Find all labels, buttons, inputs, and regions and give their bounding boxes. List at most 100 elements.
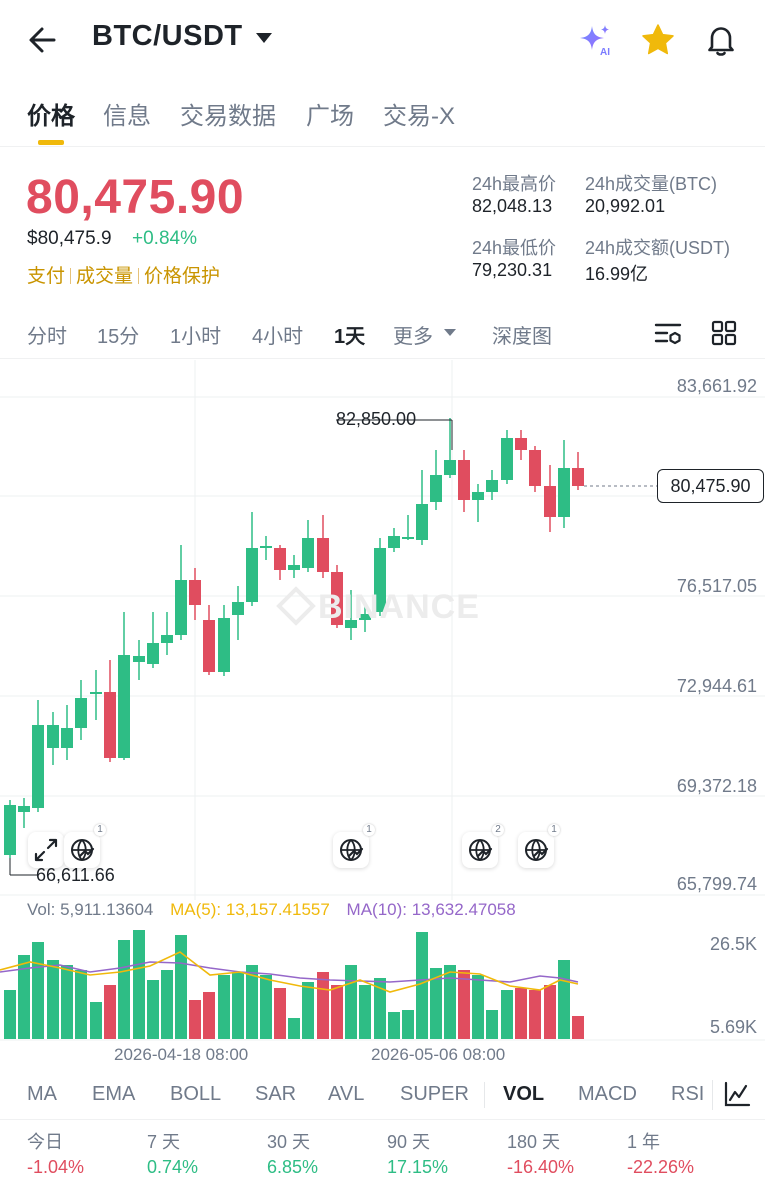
- volume-bar: [189, 1000, 201, 1039]
- indicator-boll[interactable]: BOLL: [170, 1083, 222, 1105]
- alert-bell-icon[interactable]: [703, 22, 739, 58]
- perf-value-90d: 17.15%: [387, 1157, 449, 1177]
- pair-dropdown-caret-icon[interactable]: [256, 33, 272, 43]
- indicator-sar[interactable]: SAR: [255, 1083, 297, 1105]
- volume-bar: [558, 960, 570, 1039]
- indicator-ema[interactable]: EMA: [92, 1083, 136, 1105]
- volume-bar: [288, 1018, 300, 1039]
- indicator-vol[interactable]: VOL: [503, 1083, 545, 1105]
- volume-bar: [572, 1016, 584, 1039]
- volume-value: Vol: 5,911.13604: [27, 900, 154, 919]
- svg-text:AI: AI: [600, 47, 610, 58]
- interval-1d[interactable]: 1天: [334, 326, 366, 348]
- volume-bar: [302, 982, 314, 1039]
- trading-pair-title[interactable]: BTC/USDT: [92, 20, 243, 52]
- volume-bar: [388, 1012, 400, 1039]
- candle-body: [345, 620, 357, 628]
- x-axis-date: 2026-05-06 08:00: [371, 1045, 506, 1064]
- interval-time[interactable]: 分时: [27, 326, 67, 348]
- feature-tags: 支付 成交量 价格保护: [27, 261, 220, 288]
- event-marker-chip[interactable]: 1: [333, 824, 375, 868]
- volume-bar: [529, 990, 541, 1039]
- event-marker-chip[interactable]: 2: [462, 824, 504, 868]
- indicator-ma[interactable]: MA: [27, 1083, 57, 1105]
- candle-body: [444, 460, 456, 475]
- volume-bar: [47, 960, 59, 1039]
- ma5-line: [0, 951, 579, 993]
- indicator-rsi[interactable]: RSI: [671, 1083, 705, 1105]
- volume-bar: [175, 935, 187, 1039]
- perf-label-7d: 7 天: [147, 1132, 181, 1152]
- indicator-settings-chart-icon[interactable]: [723, 1080, 751, 1108]
- current-price-tag[interactable]: 80,475.90: [657, 469, 764, 503]
- volume-bar: [274, 988, 286, 1039]
- interval-4h[interactable]: 4小时: [252, 326, 304, 348]
- candle-body: [32, 725, 44, 808]
- y-axis-label: 83,661.92: [676, 376, 757, 396]
- fullscreen-button[interactable]: [28, 832, 64, 868]
- candle-body: [218, 618, 230, 672]
- globe-chart-icon: [340, 839, 364, 861]
- volume-bar: [515, 988, 527, 1039]
- volume-bar: [317, 972, 329, 1039]
- volume-bar: [133, 930, 145, 1039]
- candle-body: [161, 635, 173, 643]
- tag-payment[interactable]: 支付: [27, 266, 66, 287]
- tab-info[interactable]: 信息: [103, 103, 151, 130]
- tab-square[interactable]: 广场: [306, 103, 354, 130]
- candle-body: [189, 580, 201, 605]
- depth-chart-tab[interactable]: 深度图: [492, 326, 552, 348]
- watermark: BINANCE: [318, 588, 480, 626]
- back-arrow-icon[interactable]: [24, 22, 64, 58]
- volume-bar: [61, 965, 73, 1039]
- perf-value-1y: -22.26%: [627, 1157, 695, 1177]
- candle-body: [302, 538, 314, 568]
- tab-trade-x[interactable]: 交易-X: [383, 103, 455, 130]
- candle-body: [515, 438, 527, 450]
- event-count-badge: 1: [548, 824, 560, 836]
- ai-sparkle-icon[interactable]: AI: [578, 22, 614, 58]
- volume-bar: [472, 975, 484, 1039]
- tag-volume[interactable]: 成交量: [76, 266, 134, 287]
- indicator-macd[interactable]: MACD: [578, 1083, 637, 1105]
- volume-bar: [374, 978, 386, 1039]
- tab-price[interactable]: 价格: [27, 103, 75, 130]
- top-bar: BTC/USDT AI: [0, 0, 765, 80]
- volume-bar: [246, 965, 258, 1039]
- candle-body: [402, 537, 414, 539]
- volume-btc-label: 24h成交量(BTC): [585, 174, 718, 194]
- indicator-avl[interactable]: AVL: [328, 1083, 365, 1105]
- interval-15m[interactable]: 15分: [97, 326, 140, 348]
- x-axis-date: 2026-04-18 08:00: [114, 1045, 249, 1064]
- volume-bar: [486, 1010, 498, 1039]
- candle-body: [416, 504, 428, 540]
- high-24h-value: 82,048.13: [472, 196, 553, 216]
- tab-trading-data[interactable]: 交易数据: [180, 103, 276, 130]
- volume-bar: [232, 972, 244, 1039]
- globe-chart-icon: [469, 839, 493, 861]
- layout-grid-icon[interactable]: [711, 320, 737, 346]
- perf-value-30d: 6.85%: [267, 1157, 319, 1177]
- event-marker-chip[interactable]: 1: [518, 824, 560, 868]
- chart-settings-icon[interactable]: [654, 320, 684, 348]
- event-marker-chip[interactable]: 1: [64, 824, 106, 868]
- candle-body: [246, 548, 258, 602]
- interval-more[interactable]: 更多: [393, 326, 433, 348]
- indicator-super[interactable]: SUPER: [400, 1083, 469, 1105]
- volume-bar: [458, 970, 470, 1039]
- candle-body: [544, 486, 556, 517]
- divider: [0, 146, 765, 147]
- high-24h-label: 24h最高价: [472, 174, 557, 194]
- y-axis-label: 69,372.18: [676, 776, 757, 796]
- more-caret-icon[interactable]: [444, 329, 456, 336]
- volume-bar: [18, 955, 30, 1039]
- volume-usdt-value: 16.99亿: [585, 264, 649, 284]
- candlestick-chart[interactable]: [0, 360, 765, 1060]
- candle-body: [104, 692, 116, 758]
- volume-axis-label: 5.69K: [709, 1017, 757, 1037]
- interval-1h[interactable]: 1小时: [170, 326, 222, 348]
- favorite-star-icon[interactable]: [640, 22, 676, 58]
- tag-price-protection[interactable]: 价格保护: [144, 266, 221, 287]
- candle-body: [486, 480, 498, 492]
- volume-btc-value: 20,992.01: [585, 196, 666, 216]
